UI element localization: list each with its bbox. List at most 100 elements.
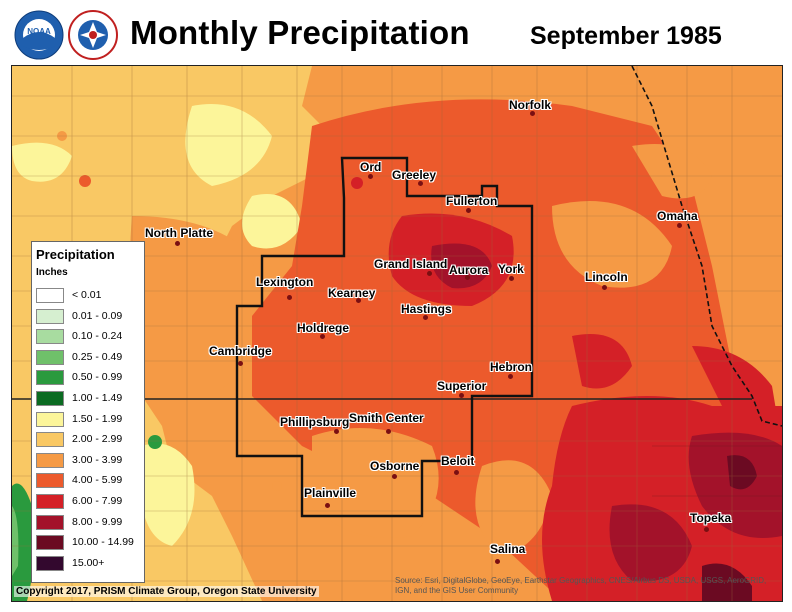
legend-swatch [36, 535, 64, 551]
legend-item: 0.01 - 0.09 [36, 308, 140, 325]
city-label-superior: Superior [437, 379, 487, 393]
legend-swatch [36, 391, 64, 406]
legend-label: 6.00 - 7.99 [72, 495, 123, 507]
city-dot [459, 393, 464, 398]
legend-title: Precipitation [36, 247, 115, 262]
city-dot [466, 208, 471, 213]
city-dot [495, 559, 500, 564]
legend-item: 4.00 - 5.99 [36, 473, 140, 489]
map-subtitle: September 1985 [530, 22, 722, 50]
legend-swatch [36, 288, 64, 303]
source-attribution: Source: Esri, DigitalGlobe, GeoEye, Eart… [395, 576, 767, 595]
city-dot [465, 275, 470, 280]
city-dot [320, 334, 325, 339]
city-dot [677, 223, 682, 228]
city-label-salina: Salina [490, 542, 526, 556]
city-dot [334, 429, 339, 434]
city-dot [175, 241, 180, 246]
city-label-plainville: Plainville [304, 486, 357, 500]
legend-label: 3.00 - 3.99 [72, 453, 123, 466]
legend-label: 15.00+ [72, 556, 105, 569]
legend-label: 10.00 - 14.99 [72, 536, 134, 549]
legend-swatch [36, 514, 64, 530]
legend-item: 8.00 - 9.99 [36, 514, 140, 531]
legend-label: 0.10 - 0.24 [72, 330, 123, 343]
city-label-cambridge: Cambridge [209, 344, 272, 358]
city-dot [356, 298, 361, 303]
city-dot [454, 470, 459, 475]
legend-swatch [36, 473, 64, 489]
legend-swatch [36, 555, 64, 571]
city-label-hastings: Hastings [401, 302, 452, 316]
legend: Precipitation Inches < 0.01 0.01 - 0.09 0.… [31, 241, 145, 583]
city-dot [509, 276, 514, 281]
legend-item: 0.10 - 0.24 [36, 329, 140, 345]
city-label-omaha: Omaha [657, 209, 698, 223]
legend-label: 1.00 - 1.49 [72, 392, 123, 404]
legend-label: 2.00 - 2.99 [72, 433, 123, 446]
legend-item: 3.00 - 3.99 [36, 452, 140, 469]
city-dot [423, 315, 428, 320]
city-label-lincoln: Lincoln [585, 270, 628, 284]
city-label-kearney: Kearney [328, 286, 376, 300]
legend-label: 0.01 - 0.09 [72, 309, 123, 322]
legend-item: 10.00 - 14.99 [36, 535, 140, 551]
legend-item: 0.25 - 0.49 [36, 349, 140, 366]
legend-swatch [36, 370, 64, 386]
city-dot [418, 181, 423, 186]
city-label-lexington: Lexington [256, 275, 314, 289]
legend-label: 1.50 - 1.99 [72, 412, 123, 425]
legend-item: < 0.01 [36, 288, 140, 304]
legend-swatch [36, 308, 64, 324]
legend-item: 1.50 - 1.99 [36, 411, 140, 428]
city-label-hebron: Hebron [490, 360, 532, 374]
nws-logo [68, 10, 118, 60]
city-label-phillipsburg: Phillipsburg [280, 415, 350, 429]
city-dot [325, 503, 330, 508]
city-dot [238, 361, 243, 366]
city-dot [602, 285, 607, 290]
city-dot [704, 527, 709, 532]
city-label-grand-island: Grand Island [374, 257, 448, 271]
city-label-fullerton: Fullerton [446, 194, 498, 208]
legend-label: 8.00 - 9.99 [72, 515, 123, 528]
legend-item: 0.50 - 0.99 [36, 370, 140, 386]
city-label-ord: Ord [360, 160, 382, 174]
noaa-logo: NOAA [14, 10, 64, 60]
city-label-norfolk: Norfolk [509, 98, 551, 112]
svg-text:NOAA: NOAA [27, 27, 51, 36]
map-title: Monthly Precipitation [130, 14, 470, 51]
city-label-york: York [498, 262, 524, 276]
city-dot [392, 474, 397, 479]
city-dot [508, 374, 513, 379]
legend-label: 4.00 - 5.99 [72, 474, 123, 487]
legend-item: 15.00+ [36, 555, 140, 572]
city-dot [368, 174, 373, 179]
city-label-beloit: Beloit [441, 454, 475, 468]
legend-swatch [36, 452, 64, 468]
legend-label: 0.25 - 0.49 [72, 350, 123, 363]
city-label-greeley: Greeley [392, 168, 437, 182]
copyright-text: Copyright 2017, PRISM Climate Group, Ore… [14, 586, 319, 597]
city-dot [386, 429, 391, 434]
legend-swatch [36, 494, 64, 509]
city-label-smith-center: Smith Center [349, 411, 424, 425]
legend-swatch [36, 349, 64, 365]
legend-item: 1.00 - 1.49 [36, 391, 140, 407]
city-label-holdrege: Holdrege [297, 321, 350, 335]
legend-label: 0.50 - 0.99 [72, 371, 123, 384]
city-dot [287, 295, 292, 300]
legend-item: 6.00 - 7.99 [36, 494, 140, 510]
legend-swatch [36, 432, 64, 448]
legend-units: Inches [36, 267, 68, 278]
city-label-aurora: Aurora [449, 263, 489, 277]
city-label-topeka: Topeka [690, 511, 732, 525]
legend-item: 2.00 - 2.99 [36, 432, 140, 448]
legend-swatch [36, 329, 64, 345]
city-dot [530, 111, 535, 116]
city-label-north-platte: North Platte [145, 226, 214, 240]
legend-swatch [36, 411, 64, 427]
city-dot [427, 271, 432, 276]
header: NOAA Monthly Precipitation September 198… [0, 0, 792, 64]
legend-label: < 0.01 [72, 289, 102, 301]
